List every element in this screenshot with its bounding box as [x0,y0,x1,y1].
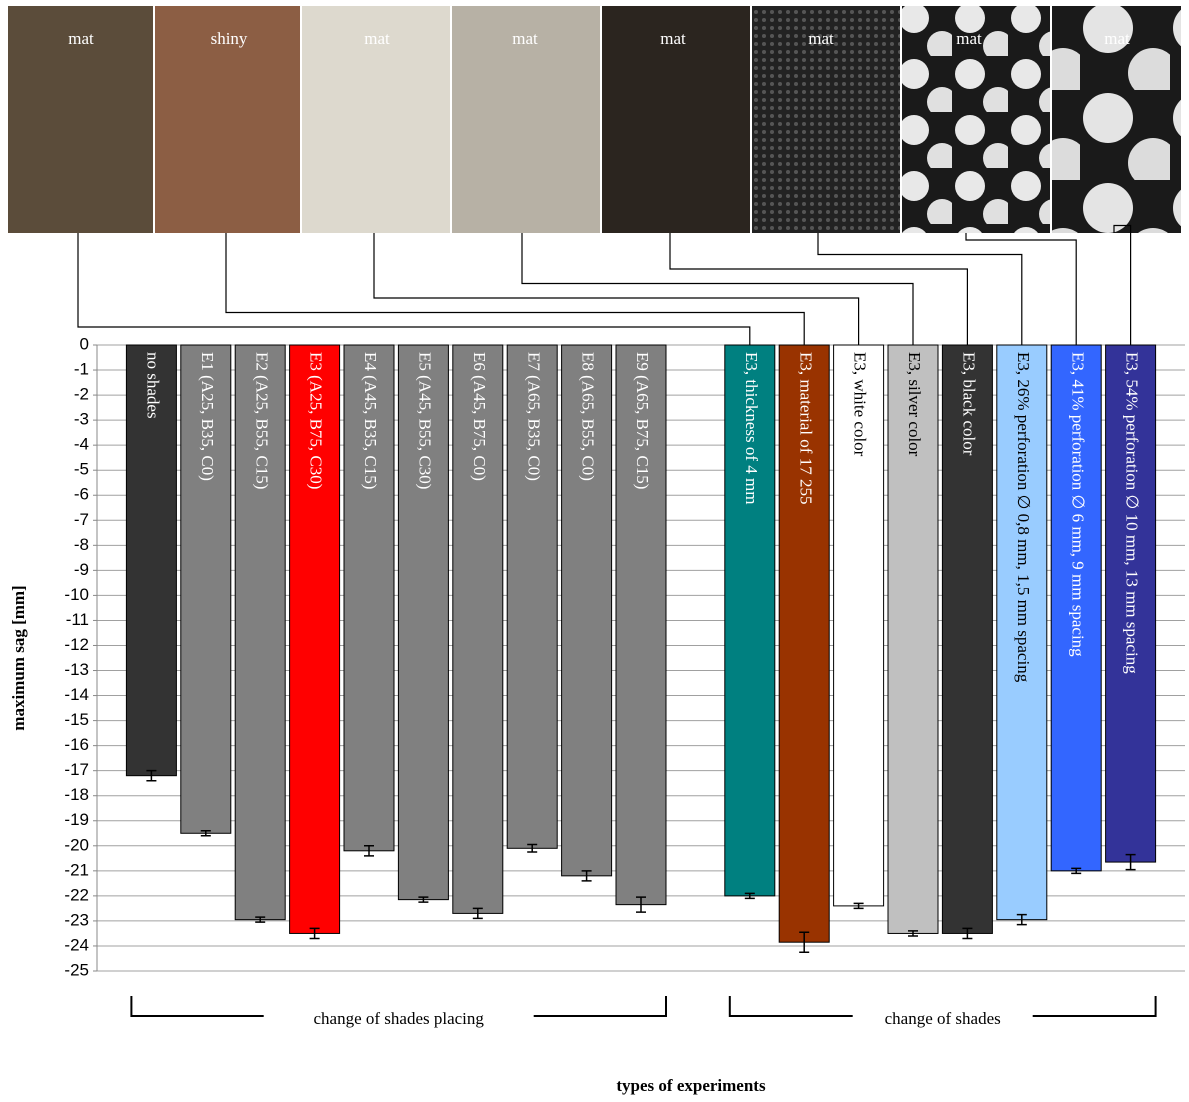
photo-label: mat [808,29,834,48]
bar-label: no shades [143,352,162,419]
chart: maximum sag [mm] types of experiments 0 -… [0,0,1189,1102]
connector [374,233,859,345]
bar-label: E2 (A25, B55, C15) [252,352,271,489]
bar-label: E5 (A45, B55, C30) [415,352,434,489]
group-label: change of shades [885,1009,1001,1028]
connector [78,233,750,345]
bar-label: E4 (A45, B35, C15) [361,352,380,489]
y-tick-label: -20 [64,835,89,854]
y-tick-label: -21 [64,860,89,879]
page: maximum sag [mm] types of experiments 0 -… [0,0,1189,1102]
connector [522,233,913,345]
y-tick-label: -22 [64,885,89,904]
y-tick-label: -4 [74,435,89,454]
photo-label: mat [660,29,686,48]
connector [1114,226,1131,346]
photo-label: shiny [211,29,248,48]
bar-label: E3 (A25, B75, C30) [307,352,326,489]
bar-label: E3, 41% perforation ∅ 6 mm, 9 mm spacing [1068,352,1087,657]
y-tick-label: -7 [74,510,89,529]
y-tick-label: -1 [74,360,89,379]
bar-label: E3, silver color [905,352,924,457]
connector [818,233,1022,345]
y-tick-label: -15 [64,710,89,729]
bar-label: E3, 54% perforation ∅ 10 mm, 13 mm spaci… [1123,352,1142,674]
y-tick-label: -23 [64,910,89,929]
photo-label: mat [68,29,94,48]
y-tick-label: -3 [74,410,89,429]
y-tick-label: -14 [64,685,89,704]
y-tick-label: -12 [64,635,89,654]
bar-label: E1 (A25, B35, C0) [198,352,217,481]
y-axis-label: maximum sag [mm] [9,585,28,730]
bar-label: E7 (A65, B35, C0) [524,352,543,481]
y-tick-label: -2 [74,385,89,404]
y-tick-label: -9 [74,560,89,579]
photo-strip [8,6,1181,233]
bar-label: E3, thickness of 4 mm [742,352,761,505]
y-tick-label: -17 [64,760,89,779]
bar-label: E3, material of 17 255 [796,352,815,505]
x-axis-label: types of experiments [616,1076,766,1095]
bar-label: E3, white color [851,352,870,457]
y-tick-label: -8 [74,535,89,554]
y-tick-label: -10 [64,585,89,604]
y-tick-label: -18 [64,785,89,804]
connector [670,233,967,345]
y-tick-label: -11 [66,610,89,629]
bar-label: E3, black color [959,352,978,456]
photo-label: mat [1104,29,1130,48]
y-tick-label: -5 [74,460,89,479]
connector [966,233,1076,345]
y-tick-label: -25 [64,960,89,979]
bar-label: E8 (A65, B55, C0) [579,352,598,481]
photo-label: mat [512,29,538,48]
bar-label: E3, 26% perforation ∅ 0,8 mm, 1,5 mm spa… [1014,352,1033,683]
bar-label: E6 (A45, B75, C0) [470,352,489,481]
y-tick-label: -13 [64,660,89,679]
bar-label: E9 (A65, B75, C15) [633,352,652,489]
y-tick-label: -16 [64,735,89,754]
y-tick-label: 0 [80,334,89,353]
y-tick-label: -24 [64,935,89,954]
photo-label: mat [364,29,390,48]
group-label: change of shades placing [313,1009,484,1028]
y-tick-label: -6 [74,485,89,504]
photo-label: mat [956,29,982,48]
connector [226,233,804,345]
y-tick-label: -19 [64,810,89,829]
